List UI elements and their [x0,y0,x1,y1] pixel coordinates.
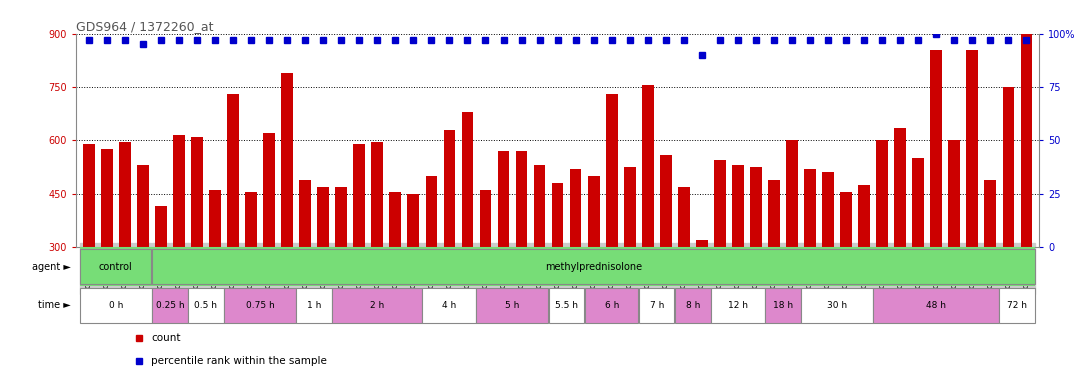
Bar [296,288,332,323]
Bar [299,180,311,247]
Bar [209,190,221,247]
Text: agent ►: agent ► [32,261,71,272]
Bar [858,185,870,247]
Bar [79,249,151,284]
Bar [137,165,149,247]
Bar [1021,34,1033,247]
Bar [801,288,873,323]
Bar [642,85,654,247]
Bar [390,192,401,247]
Bar [966,50,978,247]
Bar [1000,288,1035,323]
Bar [79,288,151,323]
Bar [83,144,95,247]
Bar [750,167,762,247]
Bar [119,142,131,247]
Bar [588,176,599,247]
Text: 2 h: 2 h [370,301,384,310]
Text: 7 h: 7 h [650,301,664,310]
Bar [191,137,202,247]
Bar [874,288,999,323]
Bar [156,206,166,247]
Text: 5.5 h: 5.5 h [555,301,578,310]
Bar [371,142,383,247]
Bar [332,288,422,323]
Text: 48 h: 48 h [926,301,947,310]
Text: time ►: time ► [38,300,71,310]
Text: 4 h: 4 h [443,301,457,310]
Bar [480,190,492,247]
Bar [224,288,296,323]
Text: 8 h: 8 h [685,301,700,310]
Bar [804,169,816,247]
Bar [768,180,780,247]
Bar [188,288,224,323]
Bar [623,167,635,247]
Bar [913,158,924,247]
Bar [823,172,833,247]
Bar [101,149,113,247]
Bar [335,187,347,247]
Bar [606,94,618,247]
Bar [152,288,187,323]
Bar [710,288,765,323]
Bar [497,151,509,247]
Text: 18 h: 18 h [772,301,793,310]
Bar [245,192,257,247]
Text: GDS964 / 1372260_at: GDS964 / 1372260_at [76,20,213,33]
Bar [787,140,798,247]
Text: 0.25 h: 0.25 h [156,301,184,310]
Text: 72 h: 72 h [1007,301,1027,310]
Bar [675,288,710,323]
Bar [548,288,584,323]
Bar [840,192,852,247]
Bar [444,130,455,247]
Text: percentile rank within the sample: percentile rank within the sample [151,356,327,366]
Text: 0.75 h: 0.75 h [246,301,274,310]
Bar [949,140,960,247]
Bar [425,176,437,247]
Bar [263,134,275,247]
Bar [732,165,744,247]
Text: 30 h: 30 h [827,301,848,310]
Bar [678,187,690,247]
Bar [477,288,548,323]
Bar [534,165,545,247]
Text: 0.5 h: 0.5 h [195,301,218,310]
Bar [282,73,293,247]
Bar [461,112,473,247]
Text: control: control [99,261,133,272]
Bar [930,50,942,247]
Bar [765,288,801,323]
Bar [173,135,185,247]
Bar [985,180,997,247]
Text: count: count [151,333,181,343]
Text: methylprednisolone: methylprednisolone [545,261,642,272]
Bar [422,288,477,323]
Bar [584,288,639,323]
Bar [894,128,906,247]
Bar [354,144,366,247]
Bar [570,169,581,247]
Bar [227,94,239,247]
Bar [876,140,888,247]
Bar [516,151,528,247]
Bar [408,194,419,247]
Bar [660,154,671,247]
Text: 1 h: 1 h [307,301,321,310]
Text: 12 h: 12 h [728,301,747,310]
Bar [1002,87,1014,247]
Text: 5 h: 5 h [505,301,520,310]
Text: 6 h: 6 h [605,301,619,310]
Bar [318,187,329,247]
Bar [552,183,564,247]
Bar [696,240,707,247]
Text: 0 h: 0 h [109,301,123,310]
Bar [714,160,726,247]
Bar [639,288,675,323]
